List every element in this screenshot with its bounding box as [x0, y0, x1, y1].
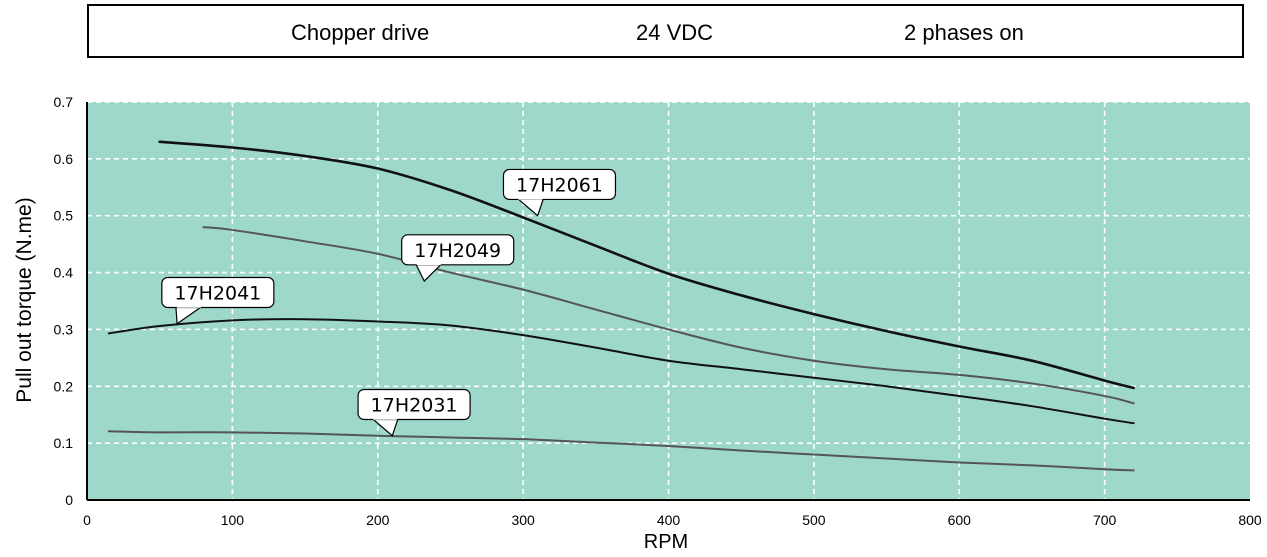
y-tick-label: 0.6 — [54, 151, 74, 167]
callout-17h2061: 17H2061 — [502, 168, 617, 217]
x-tick-label: 600 — [948, 512, 972, 528]
series-label: 17H2061 — [516, 174, 603, 196]
callout-box — [401, 234, 515, 266]
x-tick-label: 800 — [1238, 512, 1262, 528]
callout-box — [502, 168, 617, 201]
callout-17h2049: 17H2049 — [401, 234, 515, 283]
series-line-17h2031 — [107, 430, 1135, 472]
y-tick-label: 0 — [65, 492, 73, 508]
y-tick-label: 0.1 — [54, 435, 74, 451]
callout-box — [357, 388, 471, 421]
y-tick-label: 0.4 — [54, 265, 74, 281]
series-lines — [107, 140, 1135, 472]
series-callouts: 17H2061 17H2049 17H2041 17H2031 — [161, 168, 617, 437]
header-box: Chopper drive 24 VDC 2 phases on — [87, 4, 1244, 58]
series-label: 17H2041 — [174, 282, 261, 304]
x-tick-label: 100 — [221, 512, 245, 528]
y-axis-title: Pull out torque (N.me) — [13, 197, 36, 402]
callout-box — [161, 276, 275, 309]
x-tick-label: 0 — [83, 512, 91, 528]
header-drive-label: Chopper drive — [291, 20, 430, 45]
x-tick-label: 400 — [657, 512, 681, 528]
y-tick-label: 0.2 — [54, 378, 74, 394]
header-phases-label: 2 phases on — [904, 20, 1024, 45]
axes: 0 100 200 300 400 500 600 700 800 0 0.1 0.2 0.3 0.4 0.… — [54, 94, 1262, 528]
callout-17h2041: 17H2041 — [161, 276, 275, 325]
y-tick-label: 0.7 — [54, 94, 74, 110]
grid-lines — [87, 101, 1250, 500]
y-tick-label: 0.5 — [54, 208, 74, 224]
series-label: 17H2049 — [414, 240, 501, 262]
y-tick-label: 0.3 — [54, 321, 74, 337]
x-tick-label: 700 — [1093, 512, 1117, 528]
series-line-17h2041 — [107, 318, 1135, 425]
series-line-17h2049 — [202, 226, 1135, 405]
series-line-17h2061 — [158, 140, 1135, 390]
x-tick-label: 500 — [802, 512, 826, 528]
header-voltage-label: 24 VDC — [636, 20, 714, 45]
x-tick-label: 200 — [366, 512, 390, 528]
series-label: 17H2031 — [371, 394, 458, 416]
x-axis-title: RPM — [644, 531, 688, 553]
x-tick-label: 300 — [511, 512, 535, 528]
callout-17h2031: 17H2031 — [357, 388, 471, 437]
